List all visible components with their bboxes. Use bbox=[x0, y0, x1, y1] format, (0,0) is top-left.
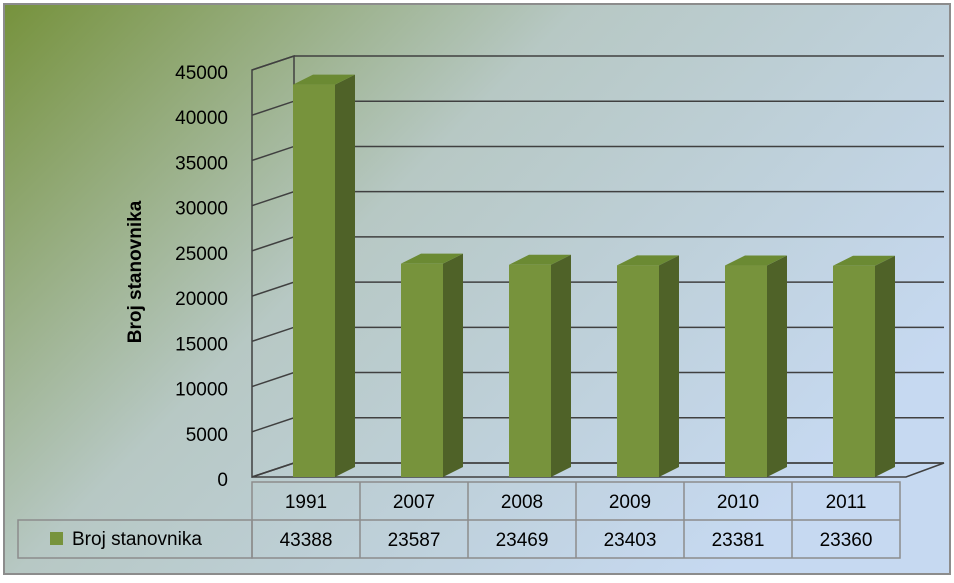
x-tick-label: 2009 bbox=[609, 492, 651, 513]
y-axis-title: Broj stanovnika bbox=[125, 200, 146, 343]
grid-line bbox=[251, 55, 944, 71]
bar-top bbox=[617, 255, 679, 266]
legend-label: Broj stanovnika bbox=[72, 529, 202, 550]
bar-side bbox=[443, 253, 463, 477]
y-tick-label: 45000 bbox=[175, 63, 228, 84]
data-table-value: 43388 bbox=[280, 530, 333, 551]
bar-side bbox=[767, 255, 787, 477]
y-tick-label: 15000 bbox=[175, 334, 228, 355]
plot-area: 0 5000 10000 15000 20000 25000 30000 35000 40000… bbox=[17, 54, 945, 559]
bar bbox=[401, 263, 443, 477]
legend-key bbox=[50, 532, 63, 545]
data-table-value: 23587 bbox=[388, 530, 441, 551]
bar bbox=[617, 265, 659, 477]
bar-side bbox=[659, 255, 679, 477]
y-tick-label: 25000 bbox=[175, 244, 228, 265]
data-table-value: 23469 bbox=[496, 530, 549, 551]
data-table-value: 23381 bbox=[712, 530, 765, 551]
y-tick-label: 20000 bbox=[175, 289, 228, 310]
x-tick-label: 2011 bbox=[826, 492, 867, 513]
y-tick-label: 40000 bbox=[175, 108, 228, 129]
bar-top bbox=[833, 255, 895, 266]
y-tick-label: 35000 bbox=[175, 153, 228, 174]
y-tick-label: 0 bbox=[217, 470, 228, 491]
y-tick-label: 5000 bbox=[186, 425, 228, 446]
x-tick-label: 2010 bbox=[717, 492, 759, 513]
chart-background bbox=[3, 3, 951, 575]
bar bbox=[725, 265, 767, 477]
bar-top bbox=[509, 254, 571, 265]
x-tick-label: 2008 bbox=[501, 492, 543, 513]
data-table-legend-cell bbox=[17, 519, 253, 559]
bar-top bbox=[401, 253, 463, 264]
x-tick-label: 1991 bbox=[285, 492, 327, 513]
bar bbox=[833, 265, 875, 477]
bar-side bbox=[551, 254, 571, 477]
y-tick-label: 30000 bbox=[175, 199, 228, 220]
y-tick-label: 10000 bbox=[175, 380, 228, 401]
bar-top bbox=[725, 255, 787, 266]
bar bbox=[509, 264, 551, 477]
bar-side bbox=[875, 255, 895, 477]
x-tick-label: 2007 bbox=[393, 492, 435, 513]
data-table-value: 23403 bbox=[604, 530, 657, 551]
bar-side bbox=[335, 74, 355, 477]
data-table-value: 23360 bbox=[820, 530, 873, 551]
bar bbox=[293, 84, 335, 477]
bar-top bbox=[293, 74, 355, 85]
